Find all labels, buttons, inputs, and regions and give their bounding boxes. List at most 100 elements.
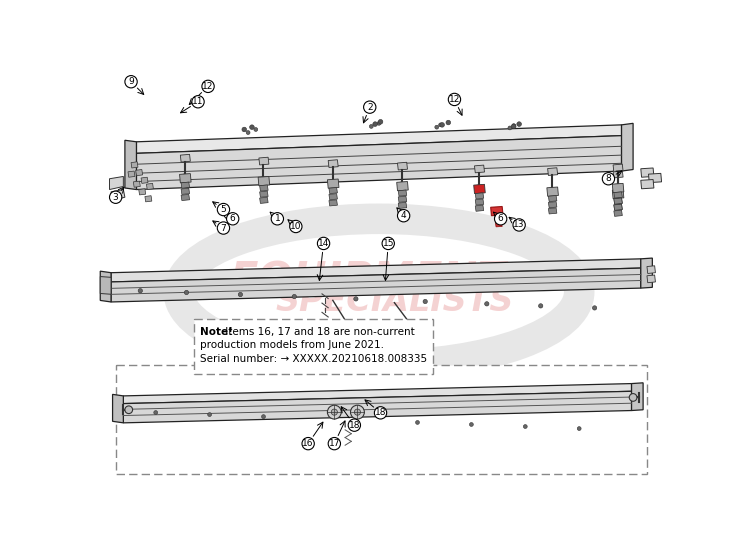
Text: 12: 12 <box>449 95 460 104</box>
Text: production models from June 2021.: production models from June 2021. <box>200 340 384 350</box>
Polygon shape <box>113 394 123 423</box>
Polygon shape <box>145 195 152 202</box>
Text: ™: ™ <box>476 269 490 284</box>
Text: 11: 11 <box>193 97 204 106</box>
Text: 17: 17 <box>328 439 340 448</box>
Text: 6: 6 <box>497 214 503 224</box>
Circle shape <box>513 219 525 231</box>
Polygon shape <box>100 276 111 294</box>
Polygon shape <box>614 198 622 204</box>
Polygon shape <box>613 190 624 199</box>
Polygon shape <box>641 179 654 189</box>
Circle shape <box>227 213 239 225</box>
Circle shape <box>354 297 358 301</box>
Text: 15: 15 <box>382 239 394 248</box>
Circle shape <box>364 101 376 113</box>
Circle shape <box>398 210 410 222</box>
Circle shape <box>415 330 421 336</box>
Text: Serial number: → XXXXX.20210618.008335: Serial number: → XXXXX.20210618.008335 <box>200 354 427 364</box>
Circle shape <box>446 120 451 125</box>
Circle shape <box>374 407 387 419</box>
Circle shape <box>511 124 516 129</box>
Circle shape <box>271 213 283 225</box>
Polygon shape <box>632 383 643 410</box>
Circle shape <box>377 122 381 125</box>
Text: 4: 4 <box>401 211 407 220</box>
Polygon shape <box>548 201 557 208</box>
Circle shape <box>290 220 302 233</box>
Polygon shape <box>139 189 145 195</box>
Circle shape <box>349 328 355 334</box>
Polygon shape <box>547 187 559 196</box>
Circle shape <box>202 80 214 92</box>
Polygon shape <box>649 173 661 183</box>
Polygon shape <box>329 187 337 194</box>
Circle shape <box>517 122 522 126</box>
Polygon shape <box>100 271 111 302</box>
Circle shape <box>238 292 243 296</box>
Circle shape <box>438 123 443 127</box>
Circle shape <box>512 124 516 127</box>
Polygon shape <box>329 200 337 206</box>
Circle shape <box>382 237 394 249</box>
Text: 9: 9 <box>128 77 134 86</box>
Circle shape <box>577 427 581 430</box>
Bar <box>116 365 647 475</box>
Text: 16: 16 <box>303 439 314 448</box>
Circle shape <box>348 419 361 431</box>
Polygon shape <box>136 170 142 176</box>
Circle shape <box>354 409 361 415</box>
Polygon shape <box>475 205 483 211</box>
Circle shape <box>539 303 543 308</box>
Text: 3: 3 <box>113 193 119 202</box>
Polygon shape <box>125 140 137 190</box>
Polygon shape <box>123 383 632 403</box>
Text: 2: 2 <box>367 103 373 112</box>
Polygon shape <box>109 177 123 190</box>
Circle shape <box>328 405 341 419</box>
Polygon shape <box>128 171 135 177</box>
Polygon shape <box>111 268 641 302</box>
Text: 14: 14 <box>318 239 329 248</box>
Polygon shape <box>141 177 148 184</box>
Text: 6: 6 <box>230 214 235 224</box>
Polygon shape <box>111 190 125 200</box>
Text: 10: 10 <box>290 222 302 231</box>
Text: 8: 8 <box>606 174 611 183</box>
Text: Items 16, 17 and 18 are non-current: Items 16, 17 and 18 are non-current <box>222 327 415 336</box>
Polygon shape <box>146 184 154 190</box>
Circle shape <box>485 302 489 306</box>
Circle shape <box>317 237 330 249</box>
Polygon shape <box>491 206 503 215</box>
Circle shape <box>351 405 365 419</box>
Circle shape <box>469 423 473 427</box>
Circle shape <box>154 410 158 415</box>
Polygon shape <box>613 170 623 178</box>
Polygon shape <box>474 184 486 193</box>
Circle shape <box>508 126 512 130</box>
Text: 5: 5 <box>221 205 227 214</box>
Polygon shape <box>398 163 407 170</box>
Circle shape <box>261 415 266 419</box>
Polygon shape <box>134 181 140 187</box>
Polygon shape <box>137 125 621 153</box>
Polygon shape <box>399 190 407 196</box>
Circle shape <box>494 213 507 225</box>
Circle shape <box>630 394 637 401</box>
Text: 18: 18 <box>375 408 386 417</box>
Circle shape <box>292 294 297 299</box>
Circle shape <box>242 127 246 132</box>
Polygon shape <box>641 258 652 288</box>
Circle shape <box>379 119 383 124</box>
Circle shape <box>328 437 340 450</box>
Polygon shape <box>614 192 622 198</box>
Polygon shape <box>475 165 484 173</box>
Polygon shape <box>614 198 622 204</box>
Polygon shape <box>548 168 558 176</box>
Polygon shape <box>181 188 190 194</box>
Circle shape <box>246 131 250 134</box>
Polygon shape <box>131 162 138 168</box>
Polygon shape <box>328 160 338 167</box>
Polygon shape <box>614 210 622 217</box>
Circle shape <box>125 406 133 414</box>
